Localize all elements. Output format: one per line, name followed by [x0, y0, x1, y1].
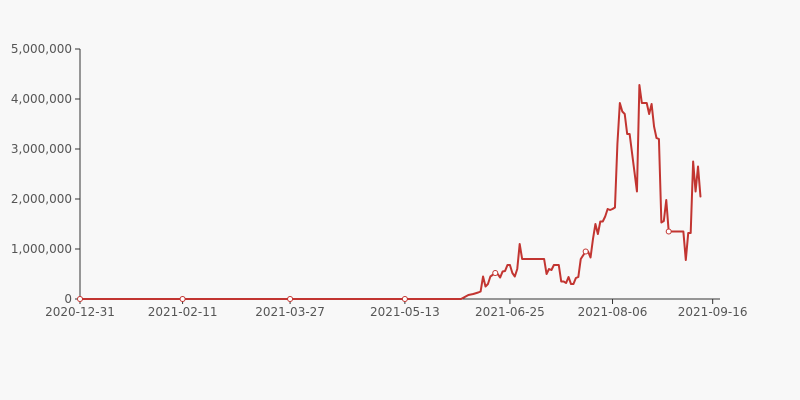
y-tick-label: 0: [64, 292, 72, 306]
x-tick-label: 2021-09-16: [678, 305, 748, 319]
y-tick-label: 5,000,000: [11, 42, 72, 56]
y-tick-label: 4,000,000: [11, 92, 72, 106]
y-tick-label: 3,000,000: [11, 142, 72, 156]
x-axis-ticks: 2020-12-31 2021-02-11 2021-03-27 2021-05-13…: [45, 299, 748, 319]
series-group: [77, 84, 702, 302]
data-point: [582, 248, 589, 255]
data-point: [287, 296, 294, 302]
y-axis-ticks: 0 1,000,000 2,000,000 3,000,000 4,000,000 5,0…: [11, 42, 80, 306]
y-tick-label: 2,000,000: [11, 192, 72, 206]
x-tick-label: 2021-03-27: [255, 305, 325, 319]
x-tick-label: 2021-08-06: [578, 305, 648, 319]
data-point: [401, 296, 408, 302]
data-point: [492, 270, 499, 276]
series-line: [79, 84, 702, 300]
x-tick-label: 2021-02-11: [148, 305, 218, 319]
data-point: [665, 228, 672, 235]
x-tick-label: 2020-12-31: [45, 305, 115, 319]
data-point: [179, 296, 186, 302]
y-tick-label: 1,000,000: [11, 242, 72, 256]
data-point: [77, 296, 83, 302]
x-tick-label: 2021-05-13: [370, 305, 440, 319]
x-tick-label: 2021-06-25: [475, 305, 545, 319]
